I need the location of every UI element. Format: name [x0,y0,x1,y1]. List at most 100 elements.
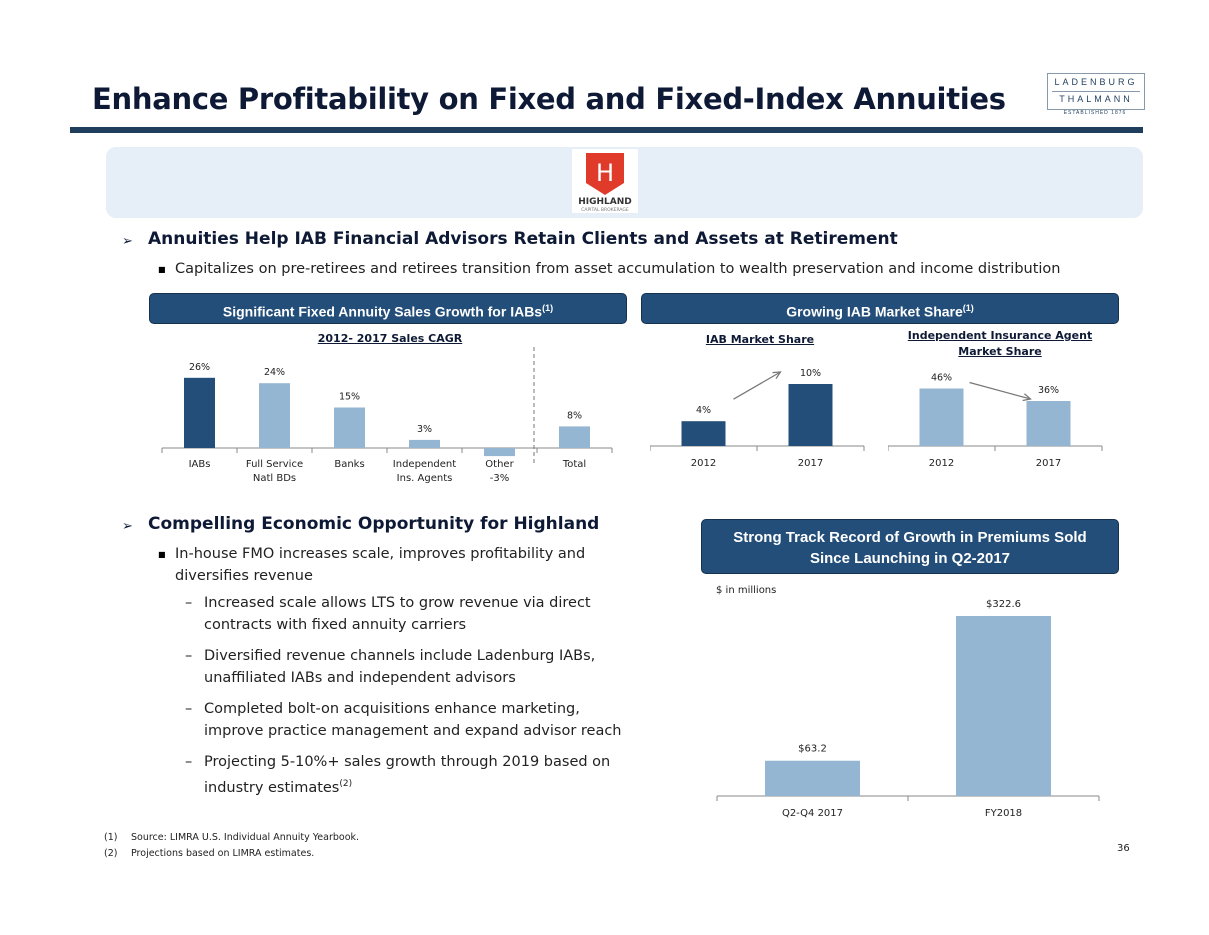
section2-bullet: In-house FMO increases scale, improves p… [175,543,585,587]
bar [559,426,590,448]
bar [184,377,215,448]
box-track-line1: Strong Track Record of Growth in Premium… [733,529,1087,546]
page-title: Enhance Profitability on Fixed and Fixed… [92,82,1006,116]
bar [259,383,290,448]
dash-icon: – [185,701,193,717]
tick-label: IABs [189,459,211,470]
chart-agent-share: 46% 2012 36% 2017 [888,373,1103,469]
tick-label: Q2-Q4 2017 [782,808,843,819]
bar [484,448,515,457]
section2-heading: Compelling Economic Opportunity for High… [148,514,600,534]
page-number: 36 [1117,843,1130,854]
bar [765,760,860,796]
section1-arrow-icon: ➢ [122,234,133,249]
bar [409,439,440,448]
data-label: 46% [931,373,952,384]
chart-iab-share: 4% 2012 10% 2017 [650,368,865,469]
logo-line-2: THALMANN [1059,94,1133,104]
bar [956,615,1051,796]
chart-cagr-title: 2012- 2017 Sales CAGR [317,332,463,345]
tick-label: Independent [393,459,456,470]
footnote-1-marker: (1) [104,832,118,843]
tick-label: 2017 [1036,458,1061,469]
dash-icon: – [185,648,193,664]
highland-logo: H HIGHLAND CAPITAL BROKERAGE [572,149,638,213]
sub-bullet-3-line1: Completed bolt-on acquisitions enhance m… [204,701,580,717]
sub-bullet-1: Increased scale allows LTS to grow reven… [204,592,591,636]
chart-agent-title: Independent Insurance Agent Market Share [895,328,1105,360]
tick-label: -3% [490,473,509,484]
data-label: 3% [417,424,432,435]
box-market-share-sup: (1) [962,303,974,313]
bullet-icon: ■ [158,265,166,274]
chart-agent-title-line1: Independent Insurance Agent [907,329,1093,342]
tick-label: 2012 [691,458,716,469]
box-market-share-label: Growing IAB Market Share [786,303,963,320]
sub-bullet-2-line1: Diversified revenue channels include Lad… [204,648,596,664]
bar [788,384,833,446]
data-label: 24% [264,367,285,378]
data-label: 36% [1038,385,1059,396]
box-track-line2: Since Launching in Q2-2017 [809,550,1011,567]
tick-label: Banks [334,459,364,470]
trend-arrow-icon [969,381,1031,400]
bar [1026,401,1071,446]
logo-established: ESTABLISHED 1876 [1063,110,1127,116]
sub-bullet-3-line2: improve practice management and expand a… [204,723,622,739]
sub-bullet-4-line1: Projecting 5-10%+ sales growth through 2… [204,754,611,770]
sub-bullet-1-line1: Increased scale allows LTS to grow reven… [204,595,591,611]
footnote-2-marker: (2) [104,848,118,859]
tick-label: 2012 [929,458,954,469]
bar [919,388,964,446]
section2-arrow-icon: ➢ [122,519,133,534]
ladenburg-logo: LADENBURG THALMANN [1047,73,1145,110]
box-market-share: Growing IAB Market Share(1) [641,293,1119,324]
tick-label: Total [562,459,586,470]
logo-line-1: LADENBURG [1054,77,1138,87]
section1-bullet: Capitalizes on pre-retirees and retirees… [175,261,1061,277]
sub-bullet-4: Projecting 5-10%+ sales growth through 2… [204,751,610,799]
highland-shield-shape [586,153,624,195]
bar [681,421,726,446]
sub-bullet-2: Diversified revenue channels include Lad… [204,645,595,689]
trend-arrow-head-icon [1022,393,1032,402]
chart-agent-title-line2: Market Share [958,345,1042,358]
sub-bullet-2-line2: unaffiliated IABs and independent adviso… [204,670,516,686]
tick-label: FY2018 [985,808,1022,819]
sub-bullet-4-line2: industry estimates [204,779,340,796]
chart-iab-title: IAB Market Share [705,333,815,346]
box-sales-growth-sup: (1) [542,303,554,313]
sub-bullet-1-line2: contracts with fixed annuity carriers [204,617,467,633]
unit-note: $ in millions [716,585,777,596]
sub-bullet-4-sup: (2) [339,779,353,789]
sub-bullet-3: Completed bolt-on acquisitions enhance m… [204,698,622,742]
data-label: 10% [800,368,821,379]
box-track-record: Strong Track Record of Growth in Premium… [701,519,1119,574]
data-label: 8% [567,410,582,421]
footnote-1: Source: LIMRA U.S. Individual Annuity Ye… [131,832,360,843]
highland-logo-icon: H HIGHLAND CAPITAL BROKERAGE [578,153,632,213]
highland-logo-sub: CAPITAL BROKERAGE [581,207,629,213]
box-sales-growth-label: Significant Fixed Annuity Sales Growth f… [222,303,543,320]
highland-logo-letter: H [596,159,614,187]
tick-label: 2017 [798,458,823,469]
trend-arrow-icon [733,371,781,400]
data-label: $322.6 [986,599,1021,610]
tick-label: Natl BDs [253,473,296,484]
chart-cagr: 26% IABs 24% Full Service Natl BDs 15% Banks 3%… [161,347,613,484]
bullet-icon: ■ [158,550,166,559]
logo-divider [1052,91,1140,92]
bar [334,407,365,448]
data-label: 4% [696,405,711,416]
dash-icon: – [185,595,193,611]
box-sales-growth: Significant Fixed Annuity Sales Growth f… [149,293,627,324]
data-label: $63.2 [798,744,827,755]
tick-label: Other [485,459,514,470]
section1-heading: Annuities Help IAB Financial Advisors Re… [148,229,898,249]
section2-bullet-line1: In-house FMO increases scale, improves p… [175,546,586,562]
trend-arrow-head-icon [772,371,782,379]
dash-icon: – [185,754,193,770]
title-rule [70,127,1143,133]
footnote-2: Projections based on LIMRA estimates. [131,848,315,859]
tick-label: Full Service [246,459,303,470]
